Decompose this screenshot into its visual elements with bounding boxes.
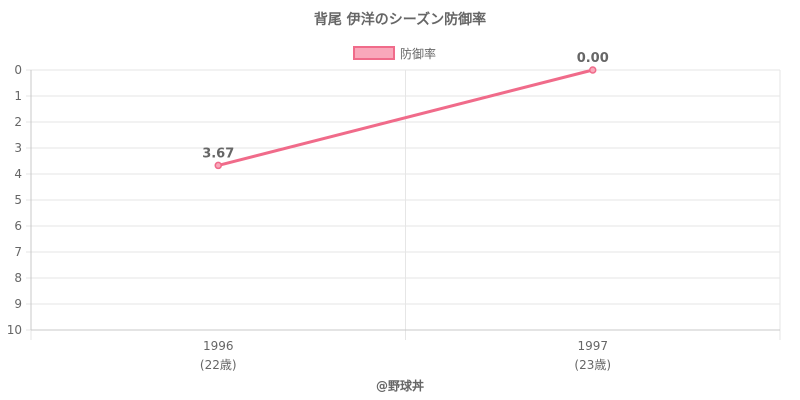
chart-title: 背尾 伊洋のシーズン防御率 bbox=[314, 11, 486, 28]
y-tick-label: 6 bbox=[14, 219, 22, 233]
gridlines bbox=[26, 69, 781, 340]
legend-swatch bbox=[353, 46, 395, 60]
plot-area: 3.67 0.00 bbox=[202, 51, 609, 170]
data-point[interactable] bbox=[214, 161, 222, 170]
footer-credit: @野球丼 bbox=[376, 378, 424, 393]
y-tick-label: 10 bbox=[7, 323, 22, 337]
legend[interactable]: 防御率 bbox=[353, 46, 436, 61]
y-tick-label: 0 bbox=[14, 63, 22, 77]
data-label: 3.67 bbox=[202, 146, 234, 161]
y-tick-label: 9 bbox=[14, 297, 22, 311]
y-axis: 0 1 2 3 4 5 6 7 8 9 10 bbox=[7, 63, 22, 337]
legend-label: 防御率 bbox=[400, 46, 436, 61]
series-line bbox=[217, 68, 594, 167]
x-tick-sublabel: (23歳) bbox=[574, 358, 611, 372]
x-axis: 1996 (22歳) 1997 (23歳) bbox=[200, 339, 611, 372]
y-tick-label: 1 bbox=[14, 89, 22, 103]
data-label: 0.00 bbox=[577, 51, 609, 66]
x-tick-label: 1996 bbox=[203, 339, 234, 353]
y-tick-label: 5 bbox=[14, 193, 22, 207]
y-tick-label: 8 bbox=[14, 271, 22, 285]
x-tick-label: 1997 bbox=[577, 339, 608, 353]
y-tick-label: 7 bbox=[14, 245, 22, 259]
y-tick-label: 3 bbox=[14, 141, 22, 155]
y-tick-label: 4 bbox=[14, 167, 22, 181]
x-tick-sublabel: (22歳) bbox=[200, 358, 237, 372]
y-tick-label: 2 bbox=[14, 115, 22, 129]
data-point[interactable] bbox=[589, 66, 597, 74]
